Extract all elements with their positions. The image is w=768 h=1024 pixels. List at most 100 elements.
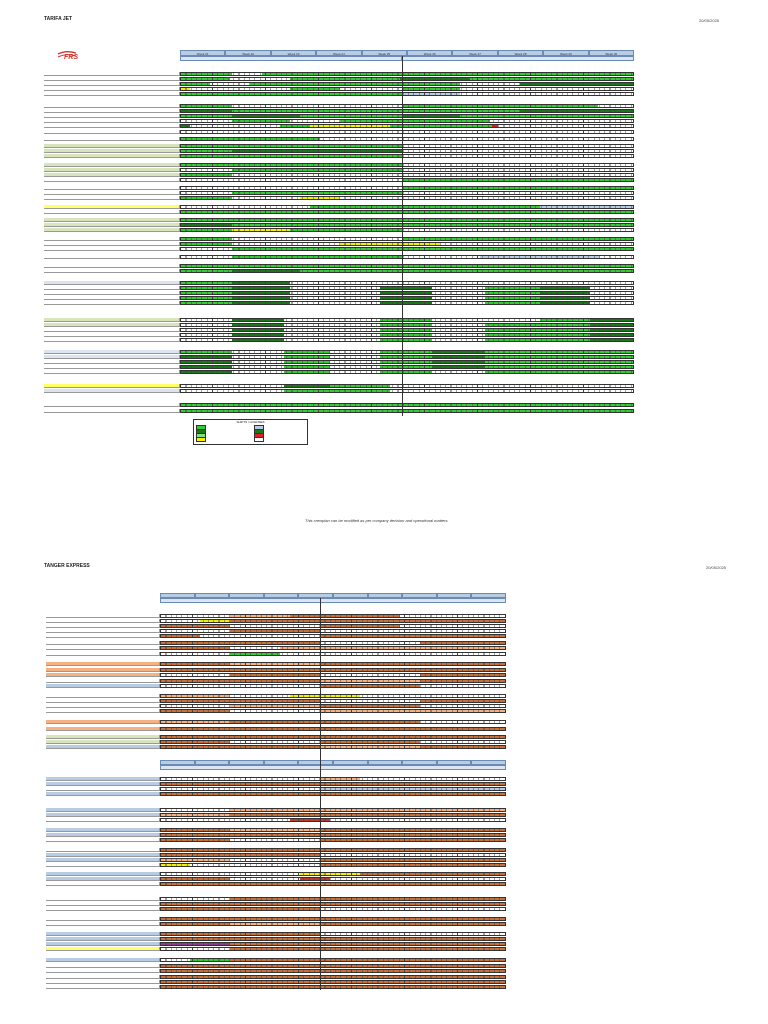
page2-week-header [194, 593, 230, 598]
crew-row-grid [160, 985, 506, 989]
page1-week-header: Week 26 [407, 50, 453, 56]
crew-row-grid [180, 72, 634, 76]
crew-row-label [44, 124, 180, 128]
page1-date: 20/05/2025 [699, 18, 720, 23]
page1-week-header: Week 30 [588, 50, 634, 56]
crew-row-label [46, 902, 160, 906]
crew-row-label [46, 673, 160, 677]
crew-row-grid [160, 947, 506, 951]
crew-row-grid [160, 897, 506, 901]
crew-row-grid [180, 124, 634, 128]
crew-row-label [46, 704, 160, 708]
crew-row-label [44, 247, 180, 251]
crew-row-label [44, 173, 180, 177]
month-divider [402, 56, 403, 416]
crew-row-grid [180, 154, 634, 158]
crew-row-label [46, 917, 160, 921]
crew-row-label [46, 813, 160, 817]
crew-row-label [46, 782, 160, 786]
crew-row-label [46, 787, 160, 791]
crew-row-label [44, 223, 180, 227]
crew-row-grid [160, 863, 506, 867]
page2-week-header [160, 760, 195, 765]
crew-row-label [44, 104, 180, 108]
crew-row-label [44, 360, 180, 364]
page1-title: TARIFA JET [44, 16, 73, 22]
crew-row-label [46, 838, 160, 842]
crew-row-grid [160, 614, 506, 618]
crew-row-grid [160, 787, 506, 791]
crew-row-label [46, 964, 160, 968]
crew-row-grid [160, 709, 506, 713]
page2-week-header [367, 593, 403, 598]
crew-row-label [44, 350, 180, 354]
page2-week-header [402, 760, 437, 765]
crew-row-grid [160, 882, 506, 886]
crew-row-label [46, 858, 160, 862]
page1-week-header: Week 23 [270, 50, 317, 56]
crew-row-grid [160, 937, 506, 941]
crew-row-grid [160, 652, 506, 656]
crew-row-grid [180, 384, 634, 388]
page2-week-header [298, 593, 333, 598]
page2-week-header [333, 593, 368, 598]
crew-row-label [44, 137, 180, 141]
crew-row-label [46, 907, 160, 911]
crew-row-label [46, 818, 160, 822]
crew-row-grid [160, 662, 506, 666]
page2-date: 20/05/2025 [706, 565, 727, 570]
crew-row-label [46, 720, 160, 724]
crew-row-label [46, 735, 160, 739]
crew-row-label [44, 154, 180, 158]
page1-week-header: Week 27 [452, 50, 498, 56]
crew-row-grid [180, 144, 634, 148]
crew-row-grid [160, 872, 506, 876]
crew-row-grid [180, 168, 634, 172]
crew-row-label [46, 922, 160, 926]
crew-row-label [46, 629, 160, 633]
crew-row-label [44, 296, 180, 300]
crew-row-grid [160, 735, 506, 739]
crew-row-label [46, 932, 160, 936]
crew-row-label [46, 848, 160, 852]
crew-row-label [44, 82, 180, 86]
crew-row-grid [160, 902, 506, 906]
crew-row-label [46, 969, 160, 973]
page2-week-header [298, 760, 333, 765]
crew-row-grid [180, 247, 634, 251]
crew-row-grid [160, 727, 506, 731]
crew-row-label [44, 384, 180, 388]
crew-row-label [46, 828, 160, 832]
crew-row-label [46, 699, 160, 703]
frs-logo-icon [57, 51, 77, 58]
crew-row-grid [160, 629, 506, 633]
page2-week-header [367, 760, 403, 765]
legend-swatch-white [254, 437, 264, 442]
crew-row-label [46, 877, 160, 881]
crew-row-grid [160, 818, 506, 822]
crew-row-grid [180, 82, 634, 86]
crew-row-grid [160, 684, 506, 688]
crew-row-label [46, 863, 160, 867]
crew-row-label [44, 291, 180, 295]
crew-row-label [46, 937, 160, 941]
crew-row-label [44, 149, 180, 153]
crew-row-grid [180, 264, 634, 268]
crew-row-label [46, 882, 160, 886]
crew-row-label [46, 745, 160, 749]
legend: SHIFTS / LICENSES [193, 419, 308, 445]
crew-row-label [44, 255, 180, 259]
crew-row-grid [160, 813, 506, 817]
crew-row-grid [160, 792, 506, 796]
crew-row-grid [180, 323, 634, 327]
page1-week-header: Week 28 [497, 50, 544, 56]
page2-week-header [194, 760, 230, 765]
crew-row-grid [180, 333, 634, 337]
crew-row-label [46, 614, 160, 618]
crew-row-label [46, 634, 160, 638]
crew-row-label [44, 389, 180, 393]
crew-row-grid [180, 296, 634, 300]
crew-row-grid [160, 922, 506, 926]
crew-row-grid [160, 720, 506, 724]
crew-row-grid [180, 355, 634, 359]
